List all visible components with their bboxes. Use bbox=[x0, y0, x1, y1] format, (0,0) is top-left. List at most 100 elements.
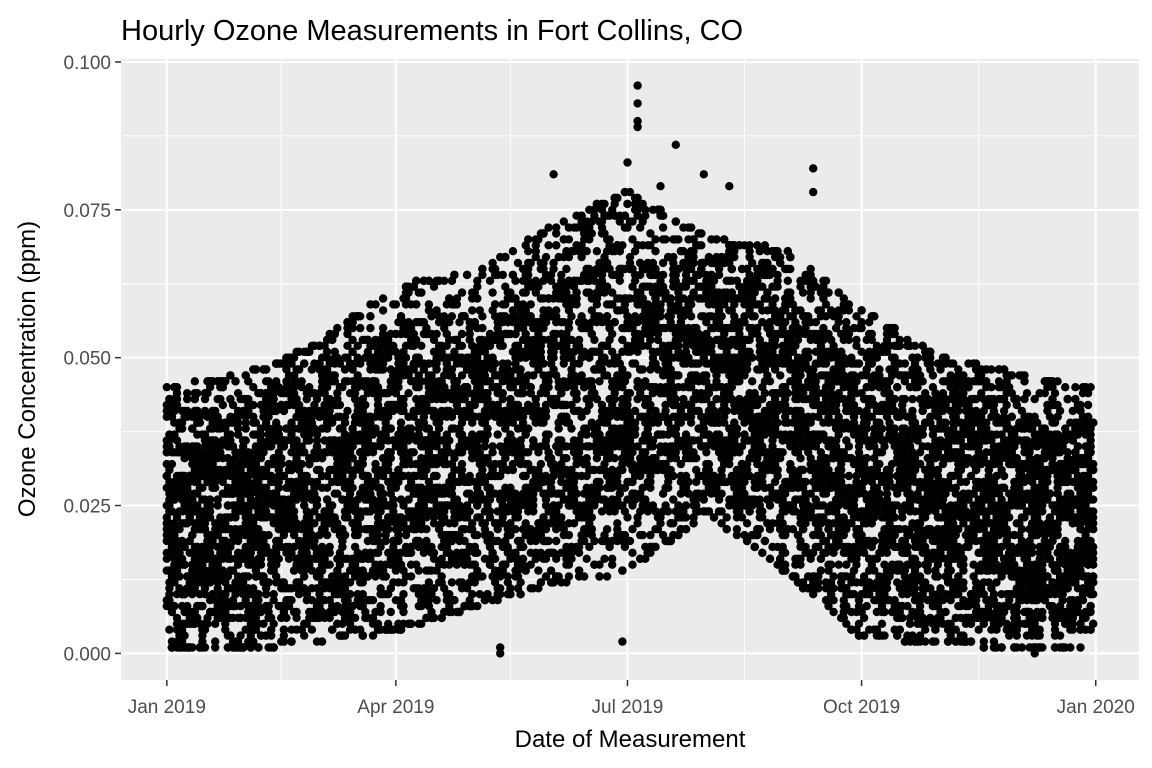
data-point bbox=[427, 312, 436, 321]
data-point bbox=[340, 365, 350, 374]
data-point bbox=[399, 607, 408, 617]
data-point bbox=[544, 536, 553, 546]
data-point bbox=[399, 501, 408, 510]
data-point bbox=[440, 513, 449, 522]
data-point bbox=[373, 400, 383, 410]
data-point bbox=[241, 436, 250, 445]
data-point bbox=[300, 495, 309, 504]
data-point bbox=[429, 584, 439, 593]
data-point bbox=[404, 288, 413, 297]
data-point bbox=[646, 477, 655, 487]
data-point bbox=[200, 590, 210, 599]
data-point bbox=[172, 400, 182, 410]
data-point bbox=[564, 235, 574, 244]
data-point bbox=[473, 530, 482, 540]
data-point bbox=[312, 501, 322, 510]
data-point bbox=[282, 424, 291, 433]
data-point bbox=[470, 400, 479, 410]
data-point bbox=[608, 329, 617, 339]
data-point bbox=[236, 601, 245, 611]
data-point bbox=[440, 483, 449, 492]
data-point bbox=[549, 264, 558, 274]
data-point bbox=[292, 607, 301, 617]
data-point bbox=[661, 406, 670, 416]
data-point bbox=[409, 365, 418, 374]
data-point bbox=[564, 572, 574, 581]
data-point bbox=[381, 536, 390, 546]
data-point bbox=[340, 572, 350, 581]
data-point bbox=[368, 596, 378, 605]
data-point bbox=[473, 282, 482, 291]
data-point bbox=[508, 247, 518, 256]
data-point bbox=[165, 400, 174, 410]
data-point bbox=[432, 471, 441, 481]
data-point bbox=[610, 454, 619, 463]
data-point bbox=[228, 566, 238, 575]
data-point bbox=[417, 341, 426, 350]
data-point bbox=[335, 359, 345, 368]
data-point bbox=[241, 424, 250, 433]
data-point bbox=[272, 572, 281, 581]
data-point bbox=[389, 507, 398, 516]
data-point bbox=[274, 430, 283, 439]
data-point bbox=[552, 241, 561, 250]
data-point bbox=[412, 300, 421, 309]
data-point bbox=[417, 619, 426, 628]
data-point bbox=[274, 554, 283, 563]
data-point bbox=[312, 477, 322, 487]
data-point bbox=[343, 406, 352, 416]
data-point bbox=[424, 477, 434, 487]
data-point bbox=[205, 507, 215, 516]
data-point bbox=[389, 495, 398, 504]
data-point bbox=[524, 247, 533, 256]
data-point bbox=[261, 590, 271, 599]
data-point bbox=[490, 359, 500, 368]
data-point bbox=[256, 560, 266, 569]
data-point bbox=[195, 418, 205, 427]
data-point bbox=[279, 471, 289, 481]
data-point bbox=[180, 542, 189, 552]
data-point bbox=[460, 312, 469, 321]
data-point bbox=[251, 566, 261, 575]
data-point bbox=[544, 241, 553, 250]
data-point bbox=[389, 501, 398, 510]
data-point bbox=[432, 359, 441, 368]
data-point bbox=[279, 637, 289, 646]
data-point bbox=[506, 590, 515, 599]
data-point bbox=[193, 501, 202, 510]
data-point bbox=[244, 377, 253, 386]
data-point bbox=[348, 335, 357, 345]
data-point bbox=[638, 530, 647, 540]
data-point bbox=[350, 613, 360, 623]
data-point bbox=[567, 312, 576, 321]
data-point bbox=[366, 312, 375, 321]
data-point bbox=[468, 519, 477, 528]
data-point bbox=[534, 566, 543, 575]
data-point bbox=[348, 323, 357, 333]
data-point bbox=[384, 465, 393, 475]
data-point bbox=[305, 436, 314, 445]
data-point bbox=[211, 643, 220, 652]
data-point bbox=[381, 572, 390, 581]
data-point bbox=[236, 631, 245, 640]
data-point bbox=[434, 424, 444, 433]
data-point bbox=[618, 241, 627, 250]
data-point bbox=[445, 436, 454, 445]
data-point bbox=[465, 323, 474, 333]
data-point bbox=[378, 489, 388, 498]
data-point bbox=[480, 442, 490, 451]
data-point bbox=[300, 566, 309, 575]
data-point bbox=[396, 418, 406, 427]
data-point bbox=[432, 329, 441, 339]
data-point bbox=[376, 601, 385, 611]
data-point bbox=[562, 264, 571, 274]
data-point bbox=[348, 454, 357, 463]
data-point bbox=[312, 495, 322, 504]
data-point bbox=[488, 442, 497, 451]
data-point bbox=[391, 300, 401, 309]
data-point bbox=[432, 365, 441, 374]
data-point bbox=[651, 235, 660, 244]
data-point bbox=[333, 489, 342, 498]
data-point bbox=[429, 554, 439, 563]
data-point bbox=[356, 312, 365, 321]
